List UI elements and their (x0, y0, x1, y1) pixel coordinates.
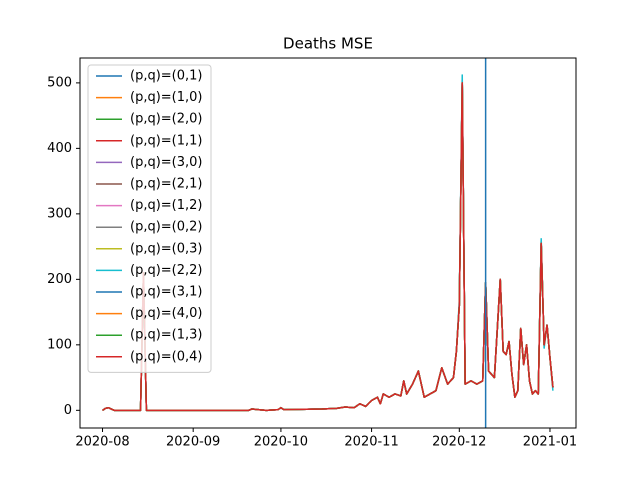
legend-label: (p,q)=(1,2) (130, 198, 203, 213)
y-tick-label: 300 (47, 206, 72, 221)
legend-label: (p,q)=(0,3) (130, 241, 203, 256)
x-tick-label: 2021-01 (523, 435, 577, 450)
y-tick-label: 500 (47, 75, 72, 90)
y-tick-label: 100 (47, 337, 72, 352)
legend-label: (p,q)=(0,2) (130, 220, 203, 235)
x-tick-label: 2020-09 (166, 435, 220, 450)
x-tick-label: 2020-11 (344, 435, 398, 450)
legend-label: (p,q)=(1,1) (130, 133, 203, 148)
series-line (102, 82, 554, 412)
plot-frame (79, 57, 577, 429)
legend-label: (p,q)=(2,1) (130, 177, 203, 192)
legend-label: (p,q)=(3,1) (130, 285, 203, 300)
legend-label: (p,q)=(0,1) (130, 69, 203, 84)
x-tick-label: 2020-12 (432, 435, 486, 450)
legend-box (87, 64, 212, 373)
legend-label: (p,q)=(3,0) (130, 155, 203, 170)
x-tick-label: 2020-10 (254, 435, 308, 450)
legend-label: (p,q)=(4,0) (130, 306, 203, 321)
y-tick-label: 0 (64, 403, 72, 418)
legend-label: (p,q)=(2,0) (130, 112, 203, 127)
y-tick-label: 400 (47, 141, 72, 156)
legend-label: (p,q)=(0,4) (130, 349, 203, 364)
chart-title: Deaths MSE (283, 35, 373, 53)
legend-label: (p,q)=(1,3) (130, 328, 203, 343)
y-tick-label: 200 (47, 272, 72, 287)
x-tick-label: 2020-08 (75, 435, 129, 450)
legend-label: (p,q)=(1,0) (130, 90, 203, 105)
legend-label: (p,q)=(2,2) (130, 263, 203, 278)
